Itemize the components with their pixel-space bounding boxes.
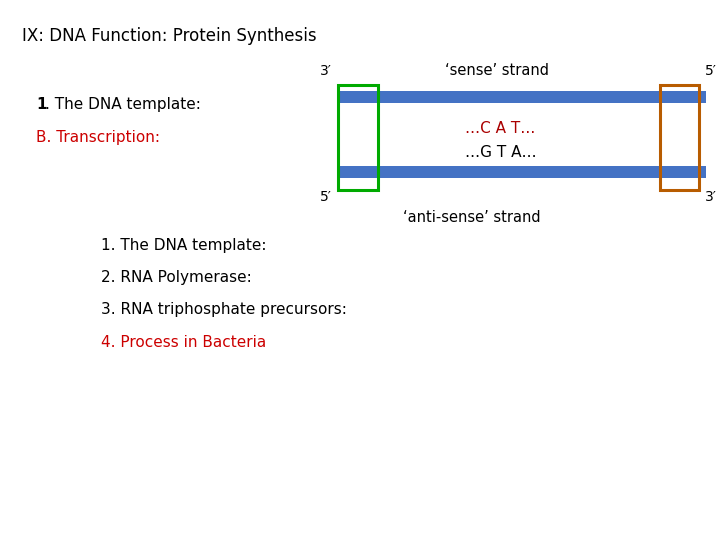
Text: ‘sense’ strand: ‘sense’ strand	[445, 63, 549, 78]
Bar	[338, 85, 378, 190]
Text: ‘anti-sense’ strand: ‘anti-sense’ strand	[402, 210, 541, 225]
Bar	[338, 166, 706, 178]
Text: 2. RNA Polymerase:: 2. RNA Polymerase:	[101, 270, 251, 285]
Text: 1. The DNA template:: 1. The DNA template:	[101, 238, 266, 253]
Text: 3. RNA triphosphate precursors:: 3. RNA triphosphate precursors:	[101, 302, 346, 318]
Text: IX: DNA Function: Protein Synthesis: IX: DNA Function: Protein Synthesis	[22, 27, 316, 45]
Text: . The DNA template:: . The DNA template:	[45, 97, 200, 112]
Text: …C A T…: …C A T…	[465, 121, 536, 136]
Text: 1: 1	[36, 97, 47, 112]
Bar	[338, 91, 706, 103]
Text: 3′: 3′	[705, 190, 716, 204]
Text: 3′: 3′	[320, 64, 332, 78]
Text: B. Transcription:: B. Transcription:	[36, 130, 160, 145]
Text: 5′: 5′	[705, 64, 716, 78]
Text: 4. Process in Bacteria: 4. Process in Bacteria	[101, 335, 266, 350]
Text: 5′: 5′	[320, 190, 332, 204]
Bar	[660, 85, 699, 190]
Text: …G T A…: …G T A…	[464, 145, 536, 160]
